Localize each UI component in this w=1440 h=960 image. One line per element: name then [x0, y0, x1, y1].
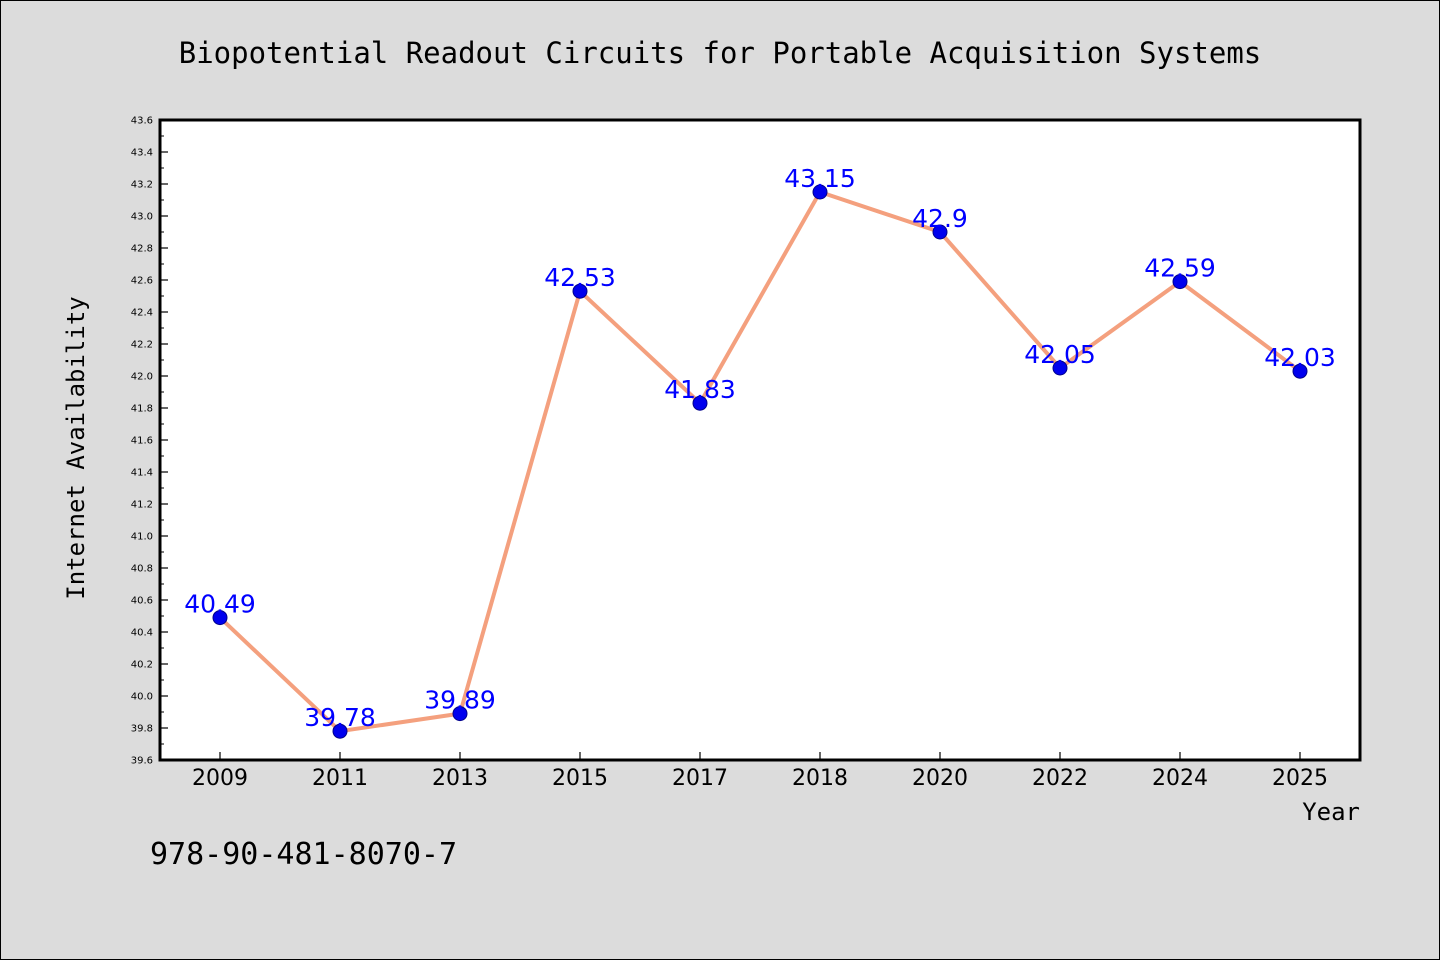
data-point-marker: [1172, 274, 1188, 290]
y-tick-label: 40.0: [131, 692, 153, 703]
data-markers: [212, 184, 1308, 739]
y-tick-label: 41.0: [131, 532, 153, 543]
x-tick-label: 2009: [192, 766, 248, 791]
y-tick-label: 43.0: [131, 212, 153, 223]
y-tick-label: 42.6: [131, 276, 153, 287]
data-point-marker: [212, 610, 228, 626]
x-axis-ticks: 2009 2011 2013 2015 2017 2018 2020 2022 2024 2025: [192, 752, 1328, 791]
plot-area: [158, 118, 1362, 762]
y-tick-label: 41.6: [131, 436, 153, 447]
x-tick-label: 2025: [1272, 766, 1328, 791]
isbn-label: 978-90-481-8070-7: [150, 837, 457, 872]
data-point-marker: [812, 184, 828, 200]
data-value-label: 42.59: [1144, 254, 1216, 283]
data-value-label: 43.15: [784, 164, 856, 193]
y-tick-label: 42.0: [131, 372, 153, 383]
x-tick-label: 2013: [432, 766, 488, 791]
series-line: [218, 190, 1302, 734]
y-tick-label: 39.6: [131, 756, 153, 767]
data-point-marker: [332, 723, 348, 739]
data-point-marker: [452, 706, 468, 722]
x-tick-label: 2011: [312, 766, 368, 791]
x-tick-label: 2015: [552, 766, 608, 791]
y-tick-label: 43.6: [131, 116, 153, 127]
y-tick-label: 39.8: [131, 724, 153, 735]
y-tick-label: 42.2: [131, 340, 153, 351]
data-value-label: 42.53: [544, 263, 616, 292]
x-tick-label: 2020: [912, 766, 968, 791]
data-labels: 40.49 39.78 39.89 42.53 41.83 43.15 42.9 42.05 4…: [184, 164, 1336, 732]
y-tick-label: 40.4: [131, 628, 153, 639]
data-value-label: 41.83: [664, 375, 736, 404]
data-point-marker: [692, 395, 708, 411]
y-tick-label: 41.8: [131, 404, 153, 415]
data-value-label: 42.9: [912, 204, 968, 233]
data-point-marker: [1052, 360, 1068, 376]
y-tick-label: 40.8: [131, 564, 153, 575]
y-tick-label: 43.4: [131, 148, 153, 159]
y-tick-label: 40.2: [131, 660, 153, 671]
x-tick-label: 2022: [1032, 766, 1088, 791]
y-tick-label: 41.2: [131, 500, 153, 511]
x-tick-label: 2024: [1152, 766, 1208, 791]
x-axis-title: Year: [1302, 798, 1360, 826]
y-tick-label: 42.8: [131, 244, 153, 255]
data-value-label: 39.78: [304, 703, 376, 732]
x-tick-label: 2017: [672, 766, 728, 791]
data-point-marker: [572, 283, 588, 299]
data-value-label: 40.49: [184, 590, 256, 619]
y-tick-label: 40.6: [131, 596, 153, 607]
x-tick-label: 2018: [792, 766, 848, 791]
chart-title: Biopotential Readout Circuits for Portab…: [179, 36, 1262, 70]
y-tick-label: 43.2: [131, 180, 153, 191]
y-axis-title: Internet Availability: [62, 296, 90, 599]
data-point-marker: [932, 224, 948, 240]
y-tick-label: 42.4: [131, 308, 153, 319]
y-tick-label: 41.4: [131, 468, 153, 479]
data-value-label: 39.89: [424, 686, 496, 715]
data-value-label: 42.05: [1024, 340, 1096, 369]
data-value-label: 42.03: [1264, 343, 1336, 372]
data-point-marker: [1292, 363, 1308, 379]
y-axis-ticks: 39.6 39.8 40.0 40.2 40.4 40.6 40.8 41.0 41.2 41.4…: [131, 116, 168, 767]
